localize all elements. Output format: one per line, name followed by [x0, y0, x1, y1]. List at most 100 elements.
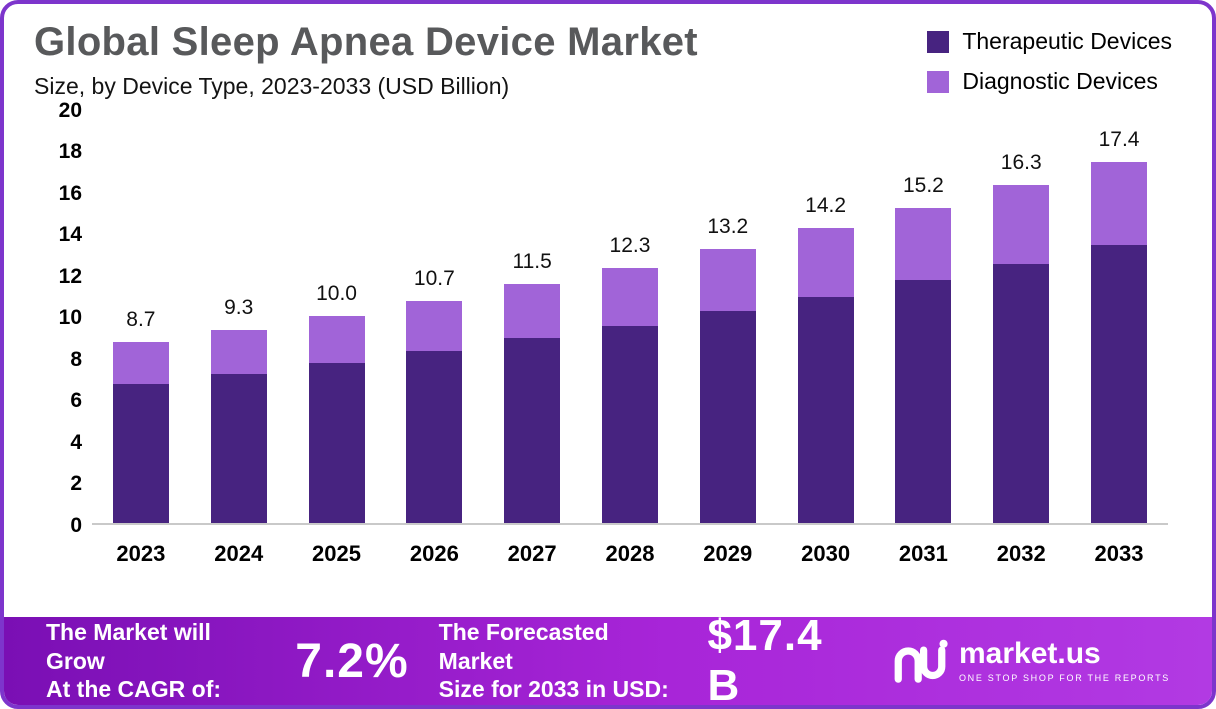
cagr-value: 7.2%	[295, 634, 409, 688]
y-tick-label: 0	[70, 513, 82, 537]
plot-area: 8.7 9.3 10.0 10.7 11.5 12.3 13.2 14.2 15.2 16.3 17…	[92, 110, 1168, 525]
bar-column: 11.5	[483, 110, 581, 523]
bar-segment-therapeutic	[406, 350, 463, 523]
y-tick-label: 4	[70, 430, 82, 454]
bar-segment-therapeutic	[993, 263, 1050, 523]
bar-total-label: 8.7	[126, 308, 156, 332]
bar-stack	[699, 249, 756, 523]
bar-segment-diagnostic	[504, 284, 561, 339]
chart-legend: Therapeutic Devices Diagnostic Devices	[927, 20, 1172, 95]
forecast-label-line1: The Forecasted Market	[438, 618, 609, 674]
y-axis: 0 2 4 6 8 10 12 14 16 18 20	[34, 100, 82, 536]
bar-segment-therapeutic	[699, 311, 756, 523]
bar-column: 10.7	[385, 110, 483, 523]
bar-stack	[1091, 161, 1148, 523]
bar-segment-diagnostic	[308, 315, 365, 364]
bar-segment-diagnostic	[601, 267, 658, 326]
legend-label-therapeutic: Therapeutic Devices	[962, 28, 1172, 54]
cagr-label-line1: The Market will Grow	[46, 618, 211, 674]
bar-total-label: 10.0	[316, 281, 357, 305]
bar-segment-diagnostic	[1091, 161, 1148, 245]
bar-segment-therapeutic	[210, 373, 267, 523]
bar-segment-therapeutic	[308, 363, 365, 523]
bar-total-label: 12.3	[609, 233, 651, 257]
x-tick-label: 2030	[801, 541, 851, 566]
market-us-logo-icon	[894, 639, 948, 683]
header: Global Sleep Apnea Device Market Size, b…	[4, 4, 1212, 100]
bar-segment-diagnostic	[406, 300, 463, 351]
x-tick-label: 2024	[214, 541, 264, 566]
bar-column: 15.2	[875, 110, 973, 523]
brand-text: market.us ONE STOP SHOP FOR THE REPORTS	[958, 637, 1170, 684]
bar-column: 8.7	[92, 110, 190, 523]
y-tick-label: 16	[58, 181, 82, 205]
bar-segment-therapeutic	[112, 383, 169, 523]
x-tick-label: 2031	[898, 541, 948, 566]
bar-stack	[895, 207, 952, 523]
y-tick-label: 6	[70, 389, 82, 412]
bar-stack	[308, 315, 365, 523]
legend-item-diagnostic: Diagnostic Devices	[927, 68, 1172, 95]
brand-block: market.us ONE STOP SHOP FOR THE REPORTS	[891, 637, 1170, 685]
bar-column: 9.3	[190, 110, 288, 523]
x-tick-label: 2023	[116, 541, 166, 566]
forecast-label-line2: Size for 2033 in USD:	[438, 676, 669, 703]
y-tick-label: 8	[70, 347, 82, 371]
y-tick-label: 20	[58, 98, 82, 122]
bar-stack	[112, 342, 169, 523]
y-tick-label: 2	[70, 472, 82, 495]
bar-segment-diagnostic	[895, 207, 952, 281]
bar-column: 16.3	[972, 110, 1070, 523]
bar-total-label: 17.4	[1098, 127, 1140, 151]
bar-stack	[797, 228, 854, 523]
page-title: Global Sleep Apnea Device Market	[34, 20, 698, 64]
bar-column: 10.0	[288, 110, 386, 523]
x-tick-label: 2025	[312, 541, 361, 566]
page-subtitle: Size, by Device Type, 2023-2033 (USD Bil…	[34, 73, 510, 99]
legend-swatch-therapeutic	[927, 30, 950, 53]
legend-label-diagnostic: Diagnostic Devices	[962, 68, 1158, 94]
y-tick-label: 10	[58, 306, 82, 329]
x-axis: 2023 2024 2025 2026 2027 2028 2029 2030 2031 2032…	[92, 541, 1168, 567]
bar-stack	[210, 330, 267, 523]
y-tick-label: 12	[58, 264, 82, 288]
title-block: Global Sleep Apnea Device Market Size, b…	[34, 20, 698, 100]
bar-total-label: 14.2	[805, 194, 847, 218]
bar-stack	[993, 184, 1050, 523]
bar-column: 14.2	[777, 110, 875, 523]
bar-segment-diagnostic	[210, 330, 267, 374]
forecast-label: The Forecasted Market Size for 2033 in U…	[439, 618, 678, 704]
bar-total-label: 10.7	[413, 266, 455, 290]
x-tick-label: 2029	[703, 541, 753, 566]
x-tick-label: 2026	[409, 541, 459, 566]
cagr-label: The Market will Grow At the CAGR of:	[46, 618, 265, 704]
bar-segment-diagnostic	[993, 184, 1050, 264]
bar-segment-therapeutic	[797, 296, 854, 523]
x-tick-label: 2027	[507, 541, 557, 566]
bar-segment-diagnostic	[797, 228, 854, 297]
bar-total-label: 15.2	[902, 173, 944, 197]
brand-tagline: ONE STOP SHOP FOR THE REPORTS	[958, 673, 1170, 683]
x-tick-label: 2028	[605, 541, 655, 566]
bar-segment-therapeutic	[601, 325, 658, 523]
bar-total-label: 13.2	[707, 215, 749, 239]
bar-total-label: 16.3	[1000, 150, 1042, 174]
bar-stack	[504, 284, 561, 523]
bar-total-label: 9.3	[224, 296, 254, 320]
bar-segment-therapeutic	[1091, 244, 1148, 523]
bar-stack	[601, 267, 658, 523]
footer-banner: The Market will Grow At the CAGR of: 7.2…	[4, 611, 1212, 705]
bar-segment-therapeutic	[504, 338, 561, 523]
legend-item-therapeutic: Therapeutic Devices	[927, 28, 1172, 55]
bar-column: 17.4	[1070, 110, 1168, 523]
bar-segment-therapeutic	[895, 280, 952, 523]
x-tick-label: 2033	[1094, 541, 1144, 566]
chart-area: 0 2 4 6 8 10 12 14 16 18 20 8.7 9.3 10.0 10.7 11.5 12.3…	[4, 100, 1212, 536]
bar-column: 12.3	[581, 110, 679, 523]
bar-segment-diagnostic	[112, 342, 169, 384]
brand-name: market.us	[958, 637, 1101, 670]
y-tick-label: 18	[58, 140, 82, 163]
x-tick-label: 2032	[996, 541, 1046, 566]
bar-total-label: 11.5	[512, 250, 552, 274]
